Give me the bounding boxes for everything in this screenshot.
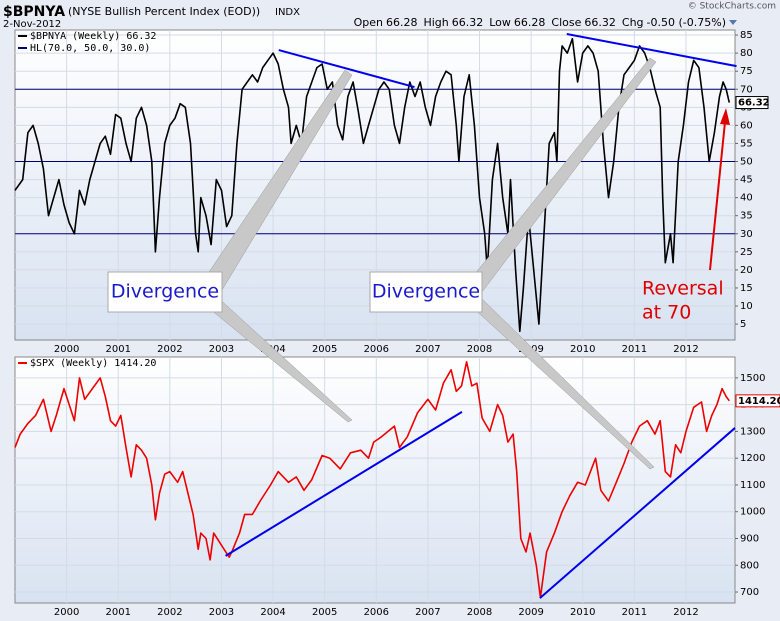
trend-line (566, 32, 737, 68)
series-line (14, 37, 731, 333)
x-tick-label: 2011 (622, 344, 647, 355)
y-tick-label: 80 (740, 48, 753, 59)
quote-value: 66.28 (514, 16, 546, 29)
trend-line (225, 411, 463, 557)
x-tick-label: 2001 (105, 344, 130, 355)
callouts: Divergence Divergence Reversal at 70 (107, 57, 730, 470)
x-tick-label: 2011 (622, 607, 647, 618)
quote-value: 66.28 (386, 16, 418, 29)
x-tick-label: 2004 (260, 607, 285, 618)
y-tick-label: 800 (740, 560, 759, 571)
y-tick-label: 35 (740, 211, 753, 222)
quote-label: High (423, 16, 448, 29)
end-label: 66.32 (738, 98, 770, 109)
trend-line (278, 49, 415, 89)
arrow (709, 121, 726, 271)
x-tick-label: 2012 (673, 607, 698, 618)
arrow-head (720, 108, 730, 125)
x-tick-label: 2005 (312, 344, 337, 355)
series-line (14, 361, 730, 599)
y-tick-label: 1500 (740, 373, 765, 384)
quote-label: Chg (622, 16, 644, 29)
quote: Open 66.28 High 66.32 Low 66.28 Close 66.32 Chg -… (354, 16, 726, 29)
quote-value: 66.32 (584, 16, 616, 29)
x-tick-label: 2008 (467, 607, 492, 618)
quote-label: Low (489, 16, 511, 29)
x-tick-label: 2008 (467, 344, 492, 355)
x-tick-label: 2000 (54, 344, 79, 355)
dropdown-arrow (729, 20, 737, 25)
legend-entry: HL(70.0, 50.0, 30.0) (30, 43, 150, 54)
y-tick-label: 1100 (740, 480, 765, 491)
end-label: 1414.20 (738, 396, 780, 407)
end-label-box (735, 394, 780, 408)
plot-area (14, 356, 736, 604)
exchange: INDX (275, 7, 300, 18)
y-tick-label: 85 (740, 30, 753, 41)
x-tick-label: 2006 (364, 607, 389, 618)
x-tick-label: 2002 (157, 344, 182, 355)
trend-line (539, 427, 736, 599)
annotation: at 70 (642, 302, 691, 324)
chart-panel: 2000 2001 2002 2003 2004 2005 2006 2007 2008 2009… (14, 356, 780, 618)
y-tick-label: 15 (740, 283, 753, 294)
y-tick-label: 70 (740, 84, 753, 95)
y-tick-label: 45 (740, 175, 753, 186)
y-tick-label: 900 (740, 533, 759, 544)
x-tick-label: 2000 (54, 607, 79, 618)
x-tick-label: 2006 (364, 344, 389, 355)
y-tick-label: 10 (740, 301, 753, 312)
quote-label: Open (354, 16, 383, 29)
quote-value: 66.32 (452, 16, 484, 29)
legend-entry: $SPX (Weekly) 1414.20 (30, 358, 156, 369)
y-tick-label: 55 (740, 138, 753, 149)
symbol: $BPNYA (3, 4, 65, 20)
callout-box (369, 271, 483, 313)
y-tick-label: 50 (740, 157, 753, 168)
y-tick-label: 1000 (740, 507, 765, 518)
x-tick-label: 2001 (105, 607, 130, 618)
quote-value: -0.50 (-0.75%) (647, 16, 726, 29)
x-tick-label: 2007 (415, 344, 440, 355)
y-tick-label: 20 (740, 265, 753, 276)
y-tick-label: 1200 (740, 453, 765, 464)
legend-entry: $BPNYA (Weekly) 66.32 (30, 31, 156, 42)
x-tick-label: 2010 (570, 607, 595, 618)
x-tick-label: 2009 (518, 607, 543, 618)
quote-label: Close (551, 16, 581, 29)
x-tick-label: 2012 (673, 344, 698, 355)
date: 2-Nov-2012 (3, 19, 61, 30)
y-tick-label: 5 (740, 319, 746, 330)
x-tick-label: 2003 (209, 344, 234, 355)
x-tick-label: 2002 (157, 607, 182, 618)
y-tick-label: 700 (740, 587, 759, 598)
y-tick-label: 30 (740, 229, 753, 240)
panels: 2000 2001 2002 2003 2004 2005 2006 2007 2008 2009… (14, 29, 780, 618)
y-tick-label: 25 (740, 247, 753, 258)
annotation: Divergence (111, 281, 219, 303)
x-tick-label: 2005 (312, 607, 337, 618)
end-label-box (735, 96, 769, 110)
credit: © StockCharts.com (688, 2, 776, 12)
callout-box (107, 271, 223, 313)
y-tick-label: 60 (740, 120, 753, 131)
annotation: Reversal (642, 278, 724, 300)
y-tick-label: 40 (740, 193, 753, 204)
annotation: Divergence (372, 281, 480, 303)
y-tick-label: 75 (740, 66, 753, 77)
x-tick-label: 2010 (570, 344, 595, 355)
y-tick-label: 1300 (740, 426, 765, 437)
index-name: (NYSE Bullish Percent Index (EOD)) (68, 5, 260, 18)
x-tick-label: 2007 (415, 607, 440, 618)
x-tick-label: 2003 (209, 607, 234, 618)
